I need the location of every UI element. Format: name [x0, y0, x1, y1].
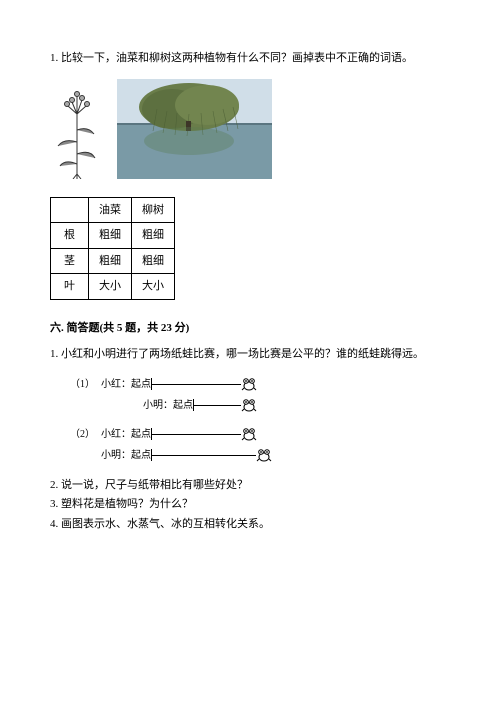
frog-icon: [241, 398, 257, 412]
frog-track-line: [193, 399, 241, 411]
table-cell: 叶: [51, 274, 89, 300]
comparison-table: 油菜 柳树 根 粗细 粗细 茎 粗细 粗细 叶 大小 大小: [50, 197, 175, 300]
diagram-number: （2）: [70, 427, 95, 442]
frog-row: （1） 小红：起点: [70, 377, 450, 392]
table-cell: 根: [51, 223, 89, 249]
table-row: 叶 大小 大小: [51, 274, 175, 300]
table-row: 油菜 柳树: [51, 197, 175, 223]
frog-icon: [241, 377, 257, 391]
table-row: 根 粗细 粗细: [51, 223, 175, 249]
frog-label: 小红：起点: [101, 427, 151, 442]
table-cell: 大小: [132, 274, 175, 300]
section6-q2: 2. 说一说，尺子与纸带相比有哪些好处？: [50, 477, 450, 494]
question-list: 2. 说一说，尺子与纸带相比有哪些好处？ 3. 塑料花是植物吗？为什么？ 4. …: [50, 477, 450, 533]
frog-label: 小红：起点: [101, 377, 151, 392]
images-row: [50, 79, 450, 179]
diagram-number: （1）: [70, 377, 95, 392]
frog-label: 小明：起点: [101, 448, 151, 463]
section6-q1: 1. 小红和小明进行了两场纸蛙比赛，哪一场比赛是公平的？谁的纸蛙跳得远。: [50, 346, 450, 363]
table-header: 柳树: [132, 197, 175, 223]
frog-icon: [241, 427, 257, 441]
frog-track-line: [151, 378, 241, 390]
frog-track-line: [151, 428, 241, 440]
frog-row: （1）小明：起点: [70, 398, 450, 413]
frog-label: 小明：起点: [143, 398, 193, 413]
section6-title: 六. 简答题(共 5 题，共 23 分): [50, 320, 450, 337]
frog-row: （2）小明：起点: [70, 448, 450, 463]
frog-track-line: [151, 449, 256, 461]
table-cell: 粗细: [132, 248, 175, 274]
frog-diagram: （2） 小红：起点 （2）小明：起点: [70, 427, 450, 463]
table-header: [51, 197, 89, 223]
q1-text: 1. 比较一下，油菜和柳树这两种植物有什么不同？画掉表中不正确的词语。: [50, 50, 450, 67]
table-header: 油菜: [89, 197, 132, 223]
frog-diagram: （1） 小红：起点 （1）小明：起点: [70, 377, 450, 413]
section6-q4: 4. 画图表示水、水蒸气、冰的互相转化关系。: [50, 516, 450, 533]
willow-tree-photo: [117, 79, 272, 179]
table-cell: 茎: [51, 248, 89, 274]
frog-row: （2） 小红：起点: [70, 427, 450, 442]
table-cell: 粗细: [89, 223, 132, 249]
table-cell: 大小: [89, 274, 132, 300]
section6-q3: 3. 塑料花是植物吗？为什么？: [50, 496, 450, 513]
table-cell: 粗细: [89, 248, 132, 274]
rapeseed-plant-icon: [50, 84, 105, 179]
table-row: 茎 粗细 粗细: [51, 248, 175, 274]
frog-icon: [256, 448, 272, 462]
table-cell: 粗细: [132, 223, 175, 249]
